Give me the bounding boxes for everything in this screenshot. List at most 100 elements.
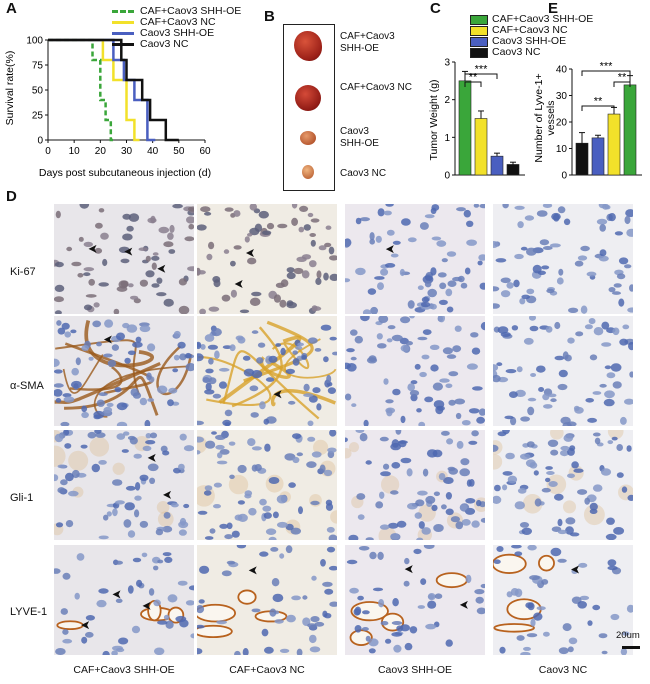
nucleus — [504, 415, 514, 420]
nucleus — [427, 288, 437, 298]
nucleus — [621, 486, 628, 493]
nucleus — [212, 276, 221, 283]
nucleus — [162, 525, 173, 533]
nucleus — [625, 209, 633, 218]
nucleus — [355, 430, 365, 433]
nucleus — [415, 499, 425, 507]
nucleus — [256, 357, 264, 364]
nucleus — [254, 223, 263, 232]
nucleus — [200, 344, 206, 350]
nucleus — [136, 579, 143, 587]
nucleus — [521, 527, 532, 535]
y-tick-label: 3 — [444, 58, 450, 69]
nucleus — [116, 402, 128, 411]
nucleus — [438, 316, 445, 323]
nucleus — [400, 344, 410, 352]
nucleus — [594, 437, 601, 445]
nucleus — [379, 436, 389, 442]
nucleus — [202, 377, 210, 383]
nucleus — [83, 304, 93, 311]
nucleus — [425, 623, 437, 630]
nucleus — [541, 579, 549, 585]
x-tick-label: 50 — [173, 146, 185, 157]
nucleus — [517, 487, 527, 494]
tumor-label-2: CAF+Caov3 NC — [340, 82, 412, 94]
cytoplasm-stain — [348, 442, 360, 453]
nucleus — [392, 240, 401, 245]
nucleus — [297, 342, 304, 347]
nucleus — [77, 273, 84, 278]
nucleus — [197, 605, 205, 614]
nucleus — [76, 553, 85, 561]
cytoplasm-stain — [330, 510, 337, 524]
x-tick-label: 0 — [45, 146, 51, 157]
nucleus — [620, 647, 628, 655]
nucleus — [447, 466, 456, 471]
nucleus — [622, 324, 630, 330]
nucleus — [377, 551, 384, 560]
nucleus — [613, 527, 625, 535]
nucleus — [165, 620, 174, 629]
nucleus — [309, 260, 317, 268]
nucleus — [127, 585, 134, 594]
nucleus — [94, 247, 103, 254]
nucleus — [533, 470, 539, 476]
nucleus — [476, 416, 485, 424]
nucleus — [275, 282, 285, 288]
nucleus — [395, 430, 402, 435]
nucleus — [529, 316, 536, 321]
nucleus — [54, 296, 64, 303]
nucleus — [327, 387, 336, 394]
nucleus — [441, 430, 450, 436]
nucleus — [114, 560, 123, 565]
legend-label: Caov3 NC — [140, 38, 189, 50]
nucleus — [434, 593, 443, 599]
nucleus — [604, 390, 615, 399]
nucleus — [54, 433, 64, 443]
nucleus — [213, 504, 221, 509]
nucleus — [320, 324, 332, 331]
nucleus — [502, 471, 513, 476]
nucleus — [586, 271, 597, 277]
tumor-1 — [294, 31, 322, 61]
legend-a-entry: CAF+Caov3 NC — [112, 17, 262, 28]
nucleus — [302, 617, 311, 626]
legend-swatch — [112, 10, 134, 13]
nucleus — [318, 245, 327, 251]
cytoplasm-stain — [380, 475, 400, 494]
nucleus — [218, 381, 228, 389]
nucleus — [139, 325, 151, 333]
nucleus — [542, 393, 550, 401]
nucleus — [420, 301, 431, 308]
nucleus — [168, 387, 178, 394]
stroma-stain — [54, 361, 161, 404]
nucleus — [375, 235, 382, 243]
nucleus — [185, 600, 194, 606]
lyve1-ylabel-line: Number of Lyve-1+ — [533, 73, 545, 162]
nucleus — [627, 307, 633, 313]
nucleus — [354, 625, 362, 633]
nucleus — [543, 631, 550, 637]
nucleus — [514, 551, 523, 557]
nucleus — [601, 321, 610, 330]
nucleus — [54, 358, 60, 367]
nucleus — [361, 627, 369, 631]
nucleus — [407, 237, 417, 243]
scale-bar — [622, 646, 640, 649]
nucleus — [433, 524, 444, 532]
nucleus — [445, 383, 453, 389]
nucleus — [614, 231, 623, 236]
x-tick-label: 40 — [147, 146, 159, 157]
nucleus — [292, 350, 298, 355]
arrowhead-marker — [142, 601, 151, 610]
nucleus — [593, 327, 604, 336]
nucleus — [626, 228, 633, 237]
nucleus — [123, 431, 130, 436]
nucleus — [560, 445, 570, 451]
tumor-label-1-text: CAF+Caov3 SHH-OE — [340, 31, 395, 54]
x-tick-label: 60 — [199, 146, 211, 157]
nucleus — [351, 403, 357, 407]
nucleus — [346, 348, 355, 353]
nucleus — [545, 477, 551, 483]
nucleus — [312, 387, 321, 394]
